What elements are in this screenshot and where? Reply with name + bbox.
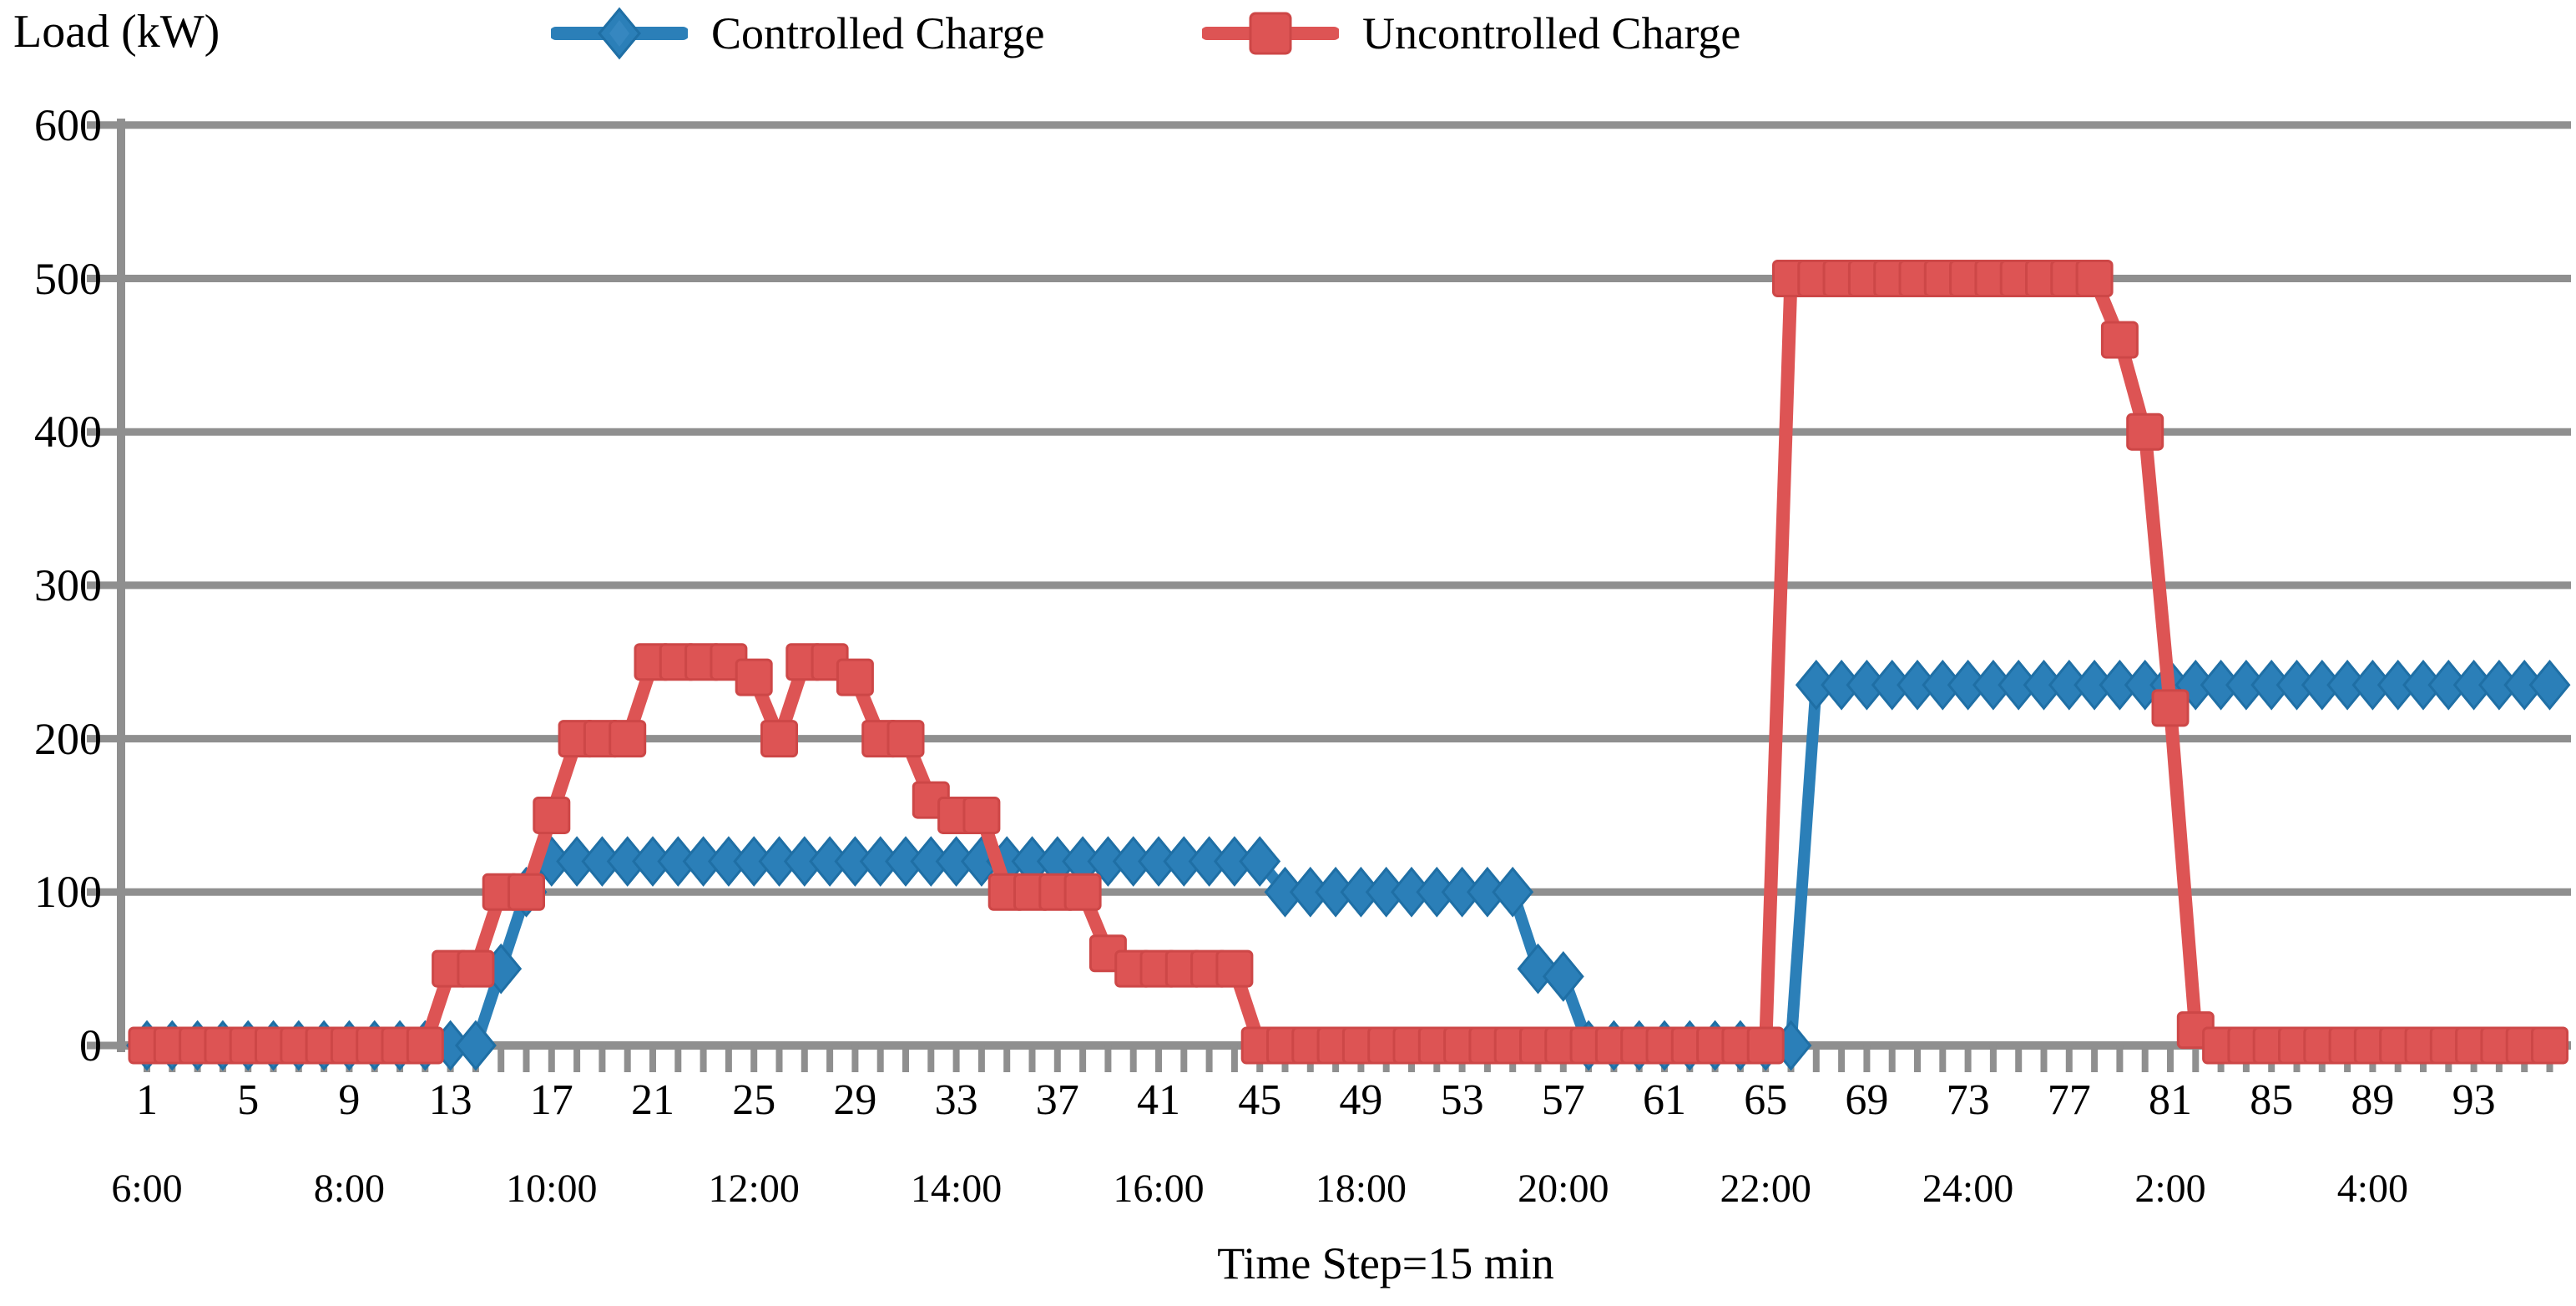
time-label: 4:00 bbox=[2336, 1167, 2409, 1211]
marker-square bbox=[1746, 1026, 1785, 1065]
time-label: 18:00 bbox=[1315, 1167, 1407, 1211]
legend-item-uncontrolled: Uncontrolled Charge bbox=[1202, 0, 1740, 67]
y-tick-label: 500 bbox=[34, 253, 102, 304]
y-tick-label: 0 bbox=[79, 1020, 102, 1071]
marker-square bbox=[533, 796, 571, 834]
marker-square bbox=[735, 658, 773, 696]
legend-item-controlled: Controlled Charge bbox=[551, 0, 1044, 67]
y-tick-label: 400 bbox=[34, 407, 102, 458]
x-tick-label: 85 bbox=[2250, 1076, 2294, 1124]
time-label: 16:00 bbox=[1113, 1167, 1205, 1211]
time-label: 24:00 bbox=[1922, 1167, 2014, 1211]
x-tick-label: 25 bbox=[732, 1076, 776, 1124]
time-label: 10:00 bbox=[506, 1167, 598, 1211]
marker-square bbox=[508, 873, 545, 911]
x-tick-label: 57 bbox=[1541, 1076, 1585, 1124]
marker-square bbox=[760, 720, 798, 758]
legend-label-controlled: Controlled Charge bbox=[711, 8, 1045, 58]
x-tick-label: 37 bbox=[1035, 1076, 1079, 1124]
x-tick-label: 33 bbox=[934, 1076, 978, 1124]
marker-square bbox=[1063, 873, 1102, 911]
y-tick-label: 300 bbox=[34, 559, 102, 610]
marker-square bbox=[2075, 260, 2114, 297]
marker-square bbox=[836, 658, 874, 696]
marker-square bbox=[406, 1026, 444, 1065]
x-tick-label: 65 bbox=[1744, 1076, 1788, 1124]
marker-diamond bbox=[1492, 866, 1534, 918]
x-tick-label: 73 bbox=[1946, 1076, 1990, 1124]
x-tick-label: 81 bbox=[2149, 1076, 2192, 1124]
legend-label-uncontrolled: Uncontrolled Charge bbox=[1362, 8, 1741, 58]
marker-square bbox=[2151, 689, 2190, 727]
y-tick-label: 100 bbox=[34, 867, 102, 918]
x-tick-label: 49 bbox=[1339, 1076, 1383, 1124]
marker-square bbox=[962, 796, 1001, 834]
x-tick-label: 41 bbox=[1137, 1076, 1180, 1124]
marker-square bbox=[886, 720, 925, 758]
time-label: 2:00 bbox=[2134, 1167, 2206, 1211]
marker-square bbox=[2100, 321, 2139, 359]
x-tick-label: 5 bbox=[237, 1076, 260, 1124]
x-tick-label: 77 bbox=[2047, 1076, 2091, 1124]
x-tick-label: 1 bbox=[136, 1076, 158, 1124]
time-label: 6:00 bbox=[111, 1167, 183, 1211]
marker-square bbox=[2126, 413, 2164, 451]
time-label: 22:00 bbox=[1720, 1167, 1811, 1211]
time-label: 14:00 bbox=[910, 1167, 1003, 1211]
marker-diamond bbox=[454, 1020, 497, 1071]
y-tick-label: 200 bbox=[34, 713, 102, 764]
marker-diamond bbox=[1239, 836, 1281, 887]
x-axis-title: Time Step=15 min bbox=[1217, 1238, 1554, 1288]
x-tick-label: 45 bbox=[1238, 1076, 1282, 1124]
x-tick-label: 53 bbox=[1440, 1076, 1484, 1124]
marker-square bbox=[457, 949, 495, 988]
time-label: 20:00 bbox=[1518, 1167, 1609, 1211]
x-tick-label: 21 bbox=[631, 1076, 674, 1124]
x-tick-label: 93 bbox=[2452, 1076, 2496, 1124]
y-tick-label: 600 bbox=[34, 99, 102, 150]
chart-title: Load (kW) bbox=[13, 6, 220, 58]
time-label: 8:00 bbox=[313, 1167, 386, 1211]
x-tick-label: 9 bbox=[338, 1076, 361, 1124]
x-tick-label: 13 bbox=[428, 1076, 472, 1124]
x-tick-label: 61 bbox=[1643, 1076, 1686, 1124]
marker-diamond bbox=[1542, 950, 1584, 1002]
x-tick-label: 29 bbox=[833, 1076, 877, 1124]
uncontrolled-charge-marker-icon bbox=[1202, 12, 1339, 55]
series-line-uncontrolled bbox=[140, 271, 2557, 1052]
time-label: 12:00 bbox=[708, 1167, 800, 1211]
marker-square bbox=[2531, 1026, 2568, 1065]
marker-diamond bbox=[2528, 659, 2571, 711]
x-tick-label: 17 bbox=[529, 1076, 573, 1124]
x-tick-label: 89 bbox=[2351, 1076, 2395, 1124]
marker-square bbox=[609, 720, 647, 758]
marker-square bbox=[1215, 949, 1254, 988]
controlled-charge-marker-icon bbox=[551, 7, 688, 60]
x-tick-label: 69 bbox=[1845, 1076, 1889, 1124]
